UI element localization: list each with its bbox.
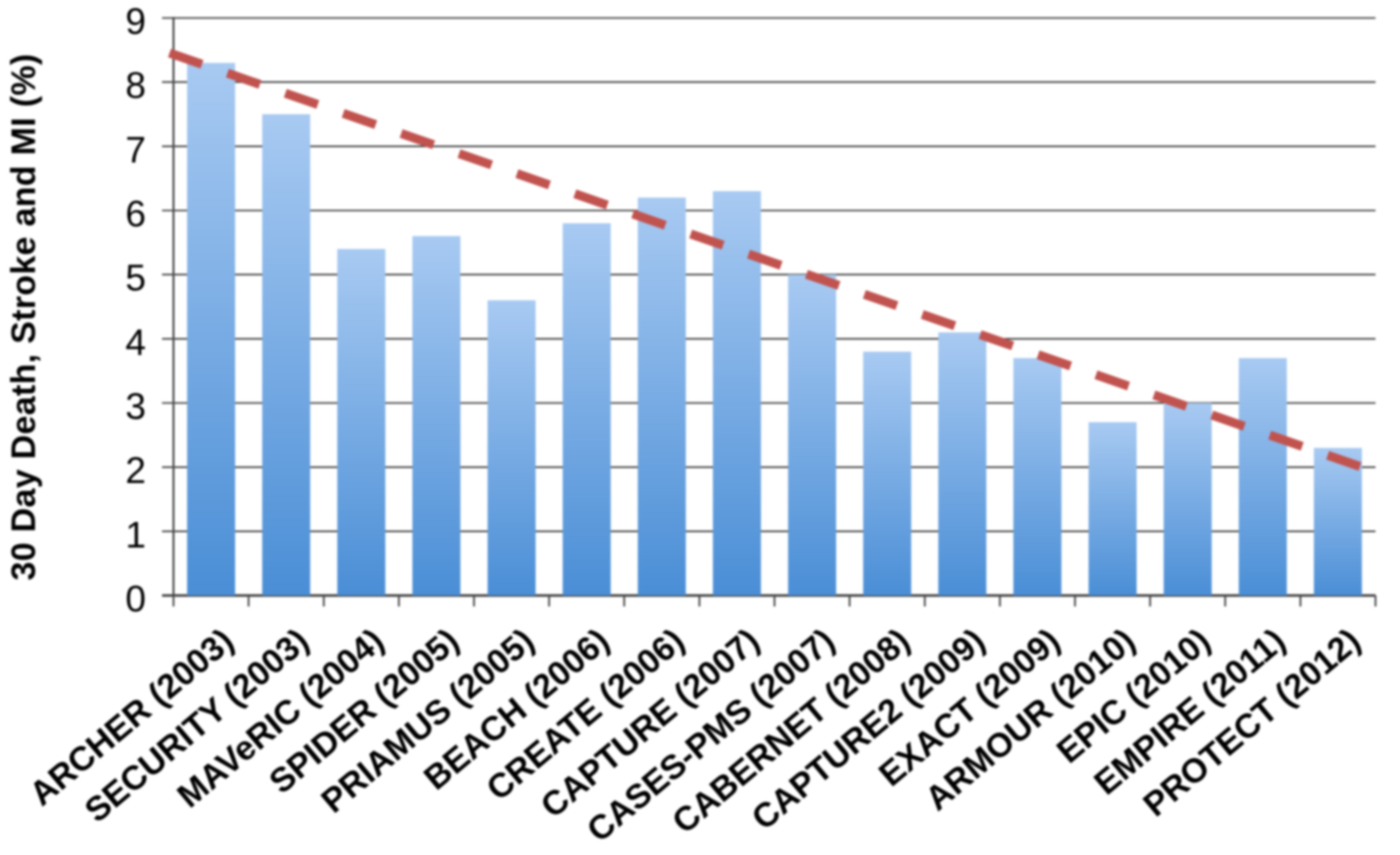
svg-text:3: 3 (125, 386, 146, 427)
svg-text:1: 1 (125, 514, 146, 555)
svg-text:9: 9 (125, 1, 146, 42)
svg-text:2: 2 (125, 450, 146, 491)
svg-text:30 Day Death, Stroke and MI (%: 30 Day Death, Stroke and MI (%) (5, 54, 43, 581)
svg-text:6: 6 (125, 194, 146, 235)
svg-text:4: 4 (125, 322, 146, 363)
svg-text:7: 7 (125, 129, 146, 170)
svg-text:5: 5 (125, 258, 146, 299)
svg-text:0: 0 (125, 579, 146, 620)
svg-text:8: 8 (125, 65, 146, 106)
